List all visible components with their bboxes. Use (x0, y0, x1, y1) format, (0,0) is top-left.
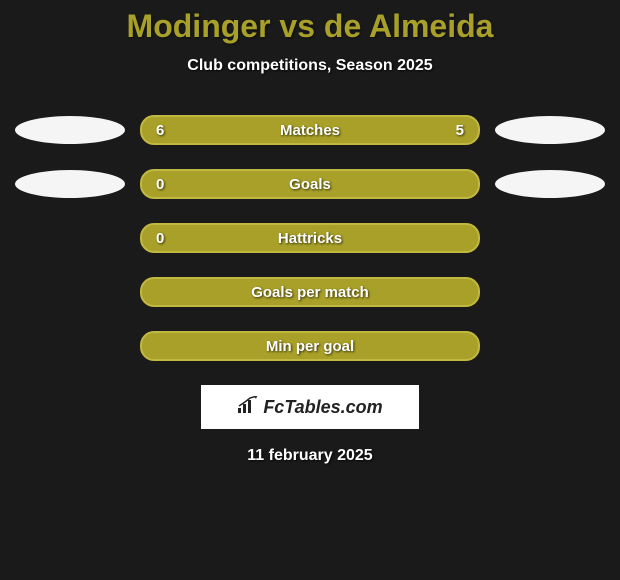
logo-text: FcTables.com (237, 396, 382, 419)
stat-bar: 0 Hattricks (140, 223, 480, 253)
stat-bar: 6 Matches 5 (140, 115, 480, 145)
player-right-oval (495, 170, 605, 198)
stat-row: Goals per match (0, 277, 620, 307)
page-title: Modinger vs de Almeida (0, 8, 620, 45)
player-right-oval (495, 332, 605, 360)
stat-left-value: 6 (156, 122, 174, 139)
player-right-oval (495, 224, 605, 252)
player-right-oval (495, 116, 605, 144)
stat-bar: 0 Goals (140, 169, 480, 199)
date-label: 11 february 2025 (0, 447, 620, 465)
comparison-container: Modinger vs de Almeida Club competitions… (0, 0, 620, 465)
logo-label: FcTables.com (263, 397, 382, 418)
stat-label: Min per goal (266, 338, 354, 355)
stat-label: Hattricks (278, 230, 342, 247)
player-left-oval (15, 332, 125, 360)
stat-row: 0 Goals (0, 169, 620, 199)
chart-icon (237, 396, 259, 419)
player-left-oval (15, 224, 125, 252)
player-right-oval (495, 278, 605, 306)
stat-label: Matches (280, 122, 340, 139)
stat-right-value: 5 (446, 122, 464, 139)
player-left-oval (15, 170, 125, 198)
stat-label: Goals (289, 176, 331, 193)
player-left-oval (15, 278, 125, 306)
player-left-oval (15, 116, 125, 144)
stat-left-value: 0 (156, 176, 174, 193)
stat-label: Goals per match (251, 284, 369, 301)
stat-row: 0 Hattricks (0, 223, 620, 253)
logo-box[interactable]: FcTables.com (201, 385, 419, 429)
stat-left-value: 0 (156, 230, 174, 247)
page-subtitle: Club competitions, Season 2025 (0, 57, 620, 75)
stats-area: 6 Matches 5 0 Goals 0 Hattricks Goals per match… (0, 115, 620, 361)
stat-bar: Min per goal (140, 331, 480, 361)
stat-row: Min per goal (0, 331, 620, 361)
stat-bar: Goals per match (140, 277, 480, 307)
stat-row: 6 Matches 5 (0, 115, 620, 145)
